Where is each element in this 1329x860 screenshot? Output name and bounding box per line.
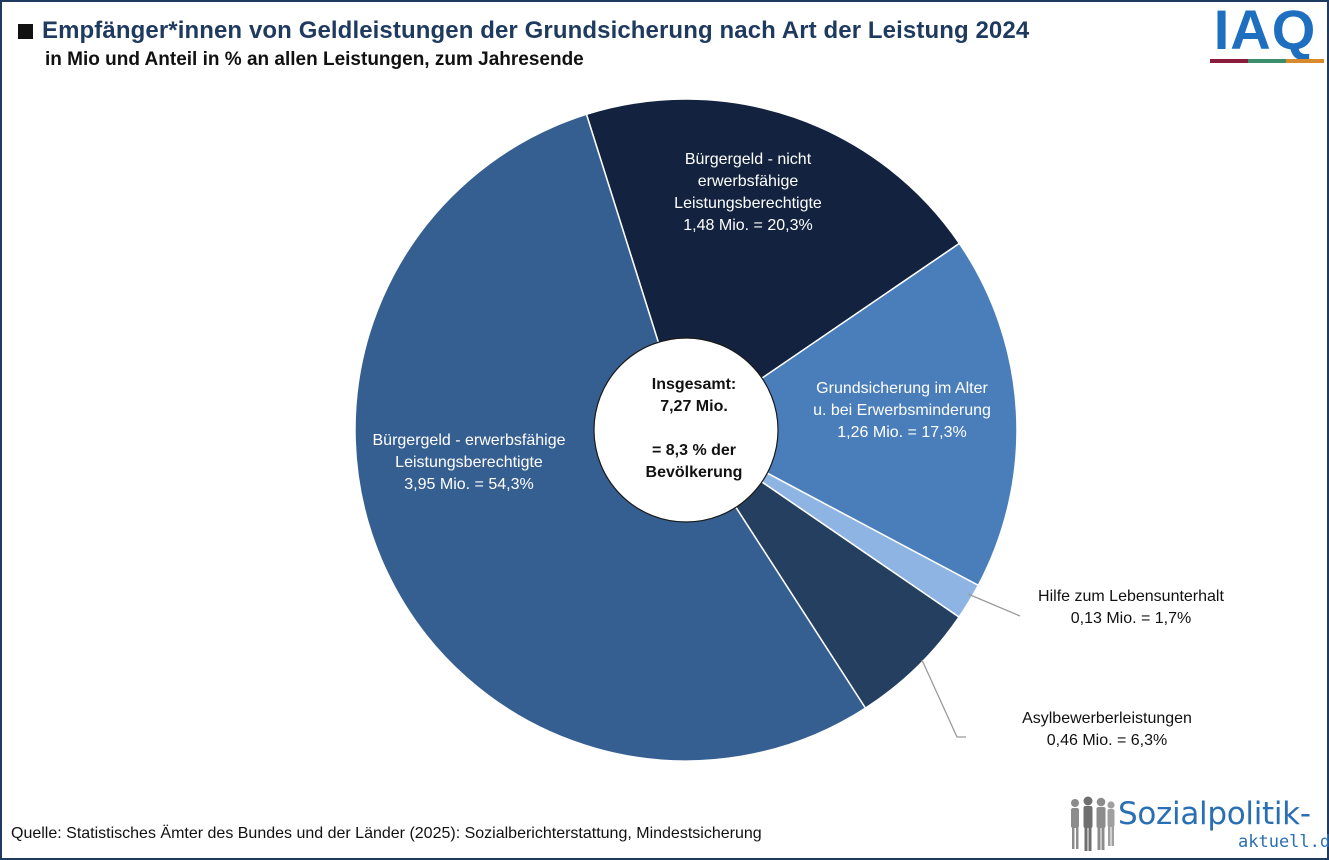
iaq-logo-bar-segment — [1229, 59, 1248, 63]
slice-label: 1,26 Mio. = 17,3% — [837, 424, 966, 441]
sozialpolitik-logo-main: Sozialpolitik- — [1118, 796, 1311, 832]
slice-label: Leistungsberechtigte — [674, 195, 822, 212]
slice-label: 1,48 Mio. = 20,3% — [683, 217, 812, 234]
iaq-logo-bar-segment — [1210, 59, 1229, 63]
slice-label: Leistungsberechtigte — [395, 454, 543, 471]
chart-subtitle: in Mio und Anteil in % an allen Leistung… — [45, 49, 584, 70]
sozialpolitik-logo: Sozialpolitik- aktuell.de — [1066, 795, 1329, 855]
title-row: Empfänger*innen von Geldleistungen der G… — [18, 17, 1029, 45]
iaq-logo: IAQ — [1206, 0, 1324, 65]
center-label: Insgesamt: — [652, 376, 736, 393]
pie-slice — [684, 242, 1018, 587]
chart-title: Empfänger*innen von Geldleistungen der G… — [42, 17, 1030, 44]
sozialpolitik-logo-sub: aktuell.de — [1238, 832, 1329, 852]
iaq-logo-bar — [1210, 59, 1324, 63]
leader-line — [921, 659, 966, 738]
slice-label: Bürgergeld - nicht — [685, 151, 812, 168]
slice-label: 0,46 Mio. = 6,3% — [1047, 732, 1168, 749]
iaq-logo-bar-segment — [1286, 59, 1305, 63]
title-bullet-icon — [18, 23, 33, 39]
leader-line — [967, 593, 1021, 617]
source-note: Quelle: Statistisches Ämter des Bundes u… — [11, 825, 762, 842]
iaq-logo-bar-segment — [1248, 59, 1267, 63]
iaq-logo-bar-segment — [1267, 59, 1286, 63]
pie-slice — [685, 429, 961, 710]
slice-label: erwerbsfähige — [698, 173, 799, 190]
slice-label: u. bei Erwerbsminderung — [813, 402, 991, 419]
slice-label: Hilfe zum Lebensunterhalt — [1038, 588, 1224, 605]
people-icon — [1071, 796, 1115, 851]
slice-label: 0,13 Mio. = 1,7% — [1071, 610, 1192, 627]
slice-label: Asylbewerberleistungen — [1022, 710, 1192, 727]
center-label: Bevölkerung — [646, 464, 743, 481]
slice-label: 3,95 Mio. = 54,3% — [404, 476, 533, 493]
center-label: 7,27 Mio. — [660, 398, 728, 415]
donut-center — [593, 337, 779, 523]
slice-label: Bürgergeld - erwerbsfähige — [373, 432, 566, 449]
slice-label: Grundsicherung im Alter — [816, 380, 988, 397]
iaq-logo-bar-segment — [1305, 59, 1324, 63]
center-label: = 8,3 % der — [652, 442, 736, 459]
iaq-logo-text: IAQ — [1213, 0, 1317, 61]
